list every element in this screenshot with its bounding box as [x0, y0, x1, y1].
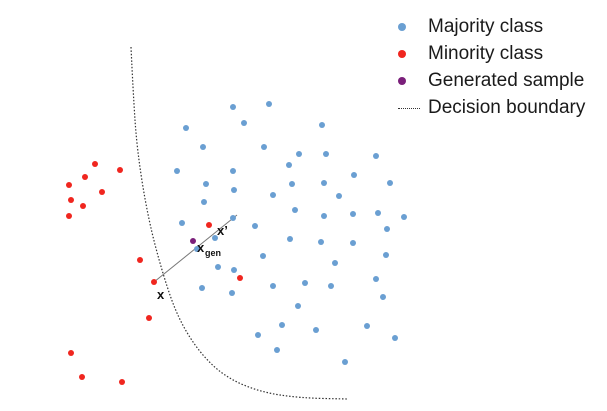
majority-point — [295, 303, 301, 309]
majority-point — [287, 236, 293, 242]
legend-label-majority: Majority class — [428, 16, 544, 37]
generated-point — [190, 238, 196, 244]
generated-marker-icon — [398, 77, 406, 85]
majority-point — [313, 327, 319, 333]
label-x-gen-subscript: gen — [205, 248, 221, 258]
minority-point — [117, 167, 123, 173]
majority-point — [194, 246, 200, 252]
majority-point — [199, 285, 205, 291]
majority-point — [302, 280, 308, 286]
label-x-prime: x’ — [217, 223, 228, 238]
majority-point — [321, 213, 327, 219]
minority-marker-icon — [398, 50, 406, 58]
majority-point — [401, 214, 407, 220]
majority-point — [373, 153, 379, 159]
majority-point — [255, 332, 261, 338]
majority-point — [321, 180, 327, 186]
majority-point — [179, 220, 185, 226]
point-labels: x x’ x gen — [157, 223, 228, 302]
majority-point — [274, 347, 280, 353]
majority-point — [286, 162, 292, 168]
majority-point — [392, 335, 398, 341]
majority-point — [350, 211, 356, 217]
minority-point — [151, 279, 157, 285]
majority-point — [241, 120, 247, 126]
majority-point — [289, 181, 295, 187]
legend-label-generated: Generated sample — [428, 70, 585, 91]
majority-point — [212, 235, 218, 241]
minority-point — [146, 315, 152, 321]
majority-point — [375, 210, 381, 216]
majority-point — [279, 322, 285, 328]
majority-point — [296, 151, 302, 157]
minority-point — [68, 197, 74, 203]
majority-point — [318, 239, 324, 245]
majority-point — [336, 193, 342, 199]
majority-point — [174, 168, 180, 174]
majority-point — [200, 144, 206, 150]
majority-point — [319, 122, 325, 128]
data-points — [66, 101, 407, 385]
majority-point — [215, 264, 221, 270]
minority-point — [137, 257, 143, 263]
majority-point — [350, 240, 356, 246]
minority-point — [206, 222, 212, 228]
majority-point — [230, 215, 236, 221]
minority-point — [237, 275, 243, 281]
minority-point — [82, 174, 88, 180]
legend-label-minority: Minority class — [428, 43, 544, 64]
majority-point — [383, 252, 389, 258]
label-x-gen: x — [197, 240, 205, 255]
majority-point — [373, 276, 379, 282]
majority-point — [364, 323, 370, 329]
majority-point — [384, 226, 390, 232]
majority-point — [351, 172, 357, 178]
majority-point — [270, 192, 276, 198]
minority-point — [99, 189, 105, 195]
majority-point — [323, 151, 329, 157]
majority-point — [230, 168, 236, 174]
minority-point — [119, 379, 125, 385]
majority-point — [261, 144, 267, 150]
minority-point — [68, 350, 74, 356]
majority-point — [387, 180, 393, 186]
legend-label-boundary: Decision boundary — [428, 97, 586, 118]
decision-boundary-curve — [130, 46, 349, 400]
minority-point — [92, 161, 98, 167]
majority-point — [229, 290, 235, 296]
majority-point — [231, 267, 237, 273]
majority-point — [201, 199, 207, 205]
majority-point — [230, 104, 236, 110]
minority-point — [66, 213, 72, 219]
majority-point — [260, 253, 266, 259]
majority-point — [183, 125, 189, 131]
majority-point — [342, 359, 348, 365]
minority-point — [80, 203, 86, 209]
majority-point — [332, 260, 338, 266]
minority-point — [66, 182, 72, 188]
majority-point — [203, 181, 209, 187]
majority-point — [266, 101, 272, 107]
majority-point — [231, 187, 237, 193]
majority-point — [292, 207, 298, 213]
label-x: x — [157, 287, 165, 302]
majority-point — [252, 223, 258, 229]
majority-point — [380, 294, 386, 300]
dotted-line-icon — [398, 108, 420, 109]
majority-marker-icon — [398, 23, 406, 31]
minority-point — [79, 374, 85, 380]
majority-point — [328, 283, 334, 289]
majority-point — [270, 283, 276, 289]
